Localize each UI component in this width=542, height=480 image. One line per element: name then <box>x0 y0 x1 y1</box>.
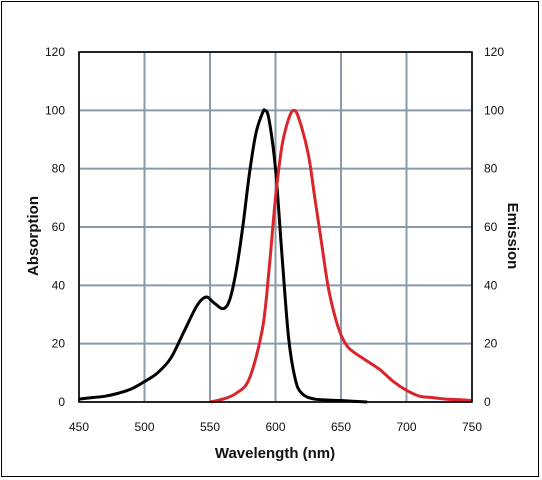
y-tick-label-right: 40 <box>484 278 498 292</box>
emission-series-line <box>209 108 473 404</box>
y-tick-label-left: 100 <box>45 103 65 117</box>
series-group <box>78 108 473 404</box>
y-tick-label-left: 120 <box>45 45 65 59</box>
y-tick-label-right: 100 <box>484 103 504 117</box>
y-tick-label-right: 0 <box>484 395 491 409</box>
y-tick-label-right: 60 <box>484 220 498 234</box>
y-tick-label-right: 120 <box>484 45 504 59</box>
y-tick-label-left: 40 <box>52 278 66 292</box>
absorption-series-line <box>78 108 368 404</box>
y-tick-label-left: 80 <box>52 162 66 176</box>
x-tick-label: 750 <box>462 420 482 434</box>
y-tick-label-right: 20 <box>484 337 498 351</box>
x-axis-title: Wavelength (nm) <box>215 445 335 462</box>
x-tick-label: 500 <box>134 420 154 434</box>
x-tick-label: 600 <box>265 420 285 434</box>
y-tick-label-left: 0 <box>58 395 65 409</box>
x-tick-label: 550 <box>200 420 220 434</box>
grid-lines <box>78 51 473 403</box>
x-tick-label: 650 <box>331 420 351 434</box>
y-axis-title-right: Emission <box>504 203 521 270</box>
y-tick-label-left: 60 <box>52 220 66 234</box>
x-tick-label: 450 <box>69 420 89 434</box>
x-tick-label: 700 <box>396 420 416 434</box>
y-tick-label-right: 80 <box>484 162 498 176</box>
plot-area-border <box>78 51 473 403</box>
y-tick-label-left: 20 <box>52 337 66 351</box>
y-axis-title-left: Absorption <box>25 196 42 276</box>
